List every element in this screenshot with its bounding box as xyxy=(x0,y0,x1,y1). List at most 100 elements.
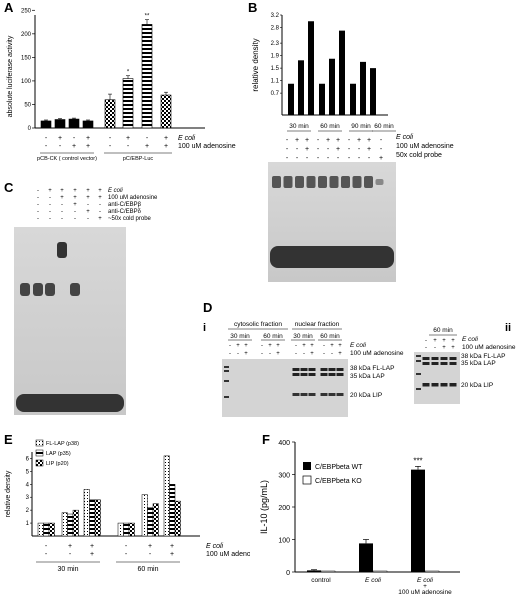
treatment-sign: - xyxy=(49,209,51,215)
treatment-sign: - xyxy=(229,343,231,349)
panel-label-c: C xyxy=(4,180,14,195)
ladder-band xyxy=(416,355,421,357)
treatment-sign: - xyxy=(317,146,320,153)
treatment-sign: - xyxy=(380,146,383,153)
treatment-sign: + xyxy=(73,188,77,194)
treatment-sign: - xyxy=(109,135,112,142)
significance-mark: * xyxy=(127,70,130,76)
treatment-sign: + xyxy=(86,143,90,150)
y-tick-label: 150 xyxy=(21,55,32,61)
y-tick-label: 250 xyxy=(21,8,32,14)
treatment-sign: - xyxy=(45,143,48,150)
band-label: 38 kDa FL-LAP xyxy=(350,365,394,372)
treatment-sign: - xyxy=(368,155,371,162)
ladder-band xyxy=(224,396,229,398)
treatment-sign: - xyxy=(358,146,361,153)
row-label: anti-C/EBPβ xyxy=(108,202,142,208)
y-tick-label: 100 xyxy=(278,538,290,545)
treatment-sign: + xyxy=(451,345,455,351)
legend-swatch xyxy=(35,449,44,457)
gel-band xyxy=(364,176,373,188)
gel-band xyxy=(318,176,327,188)
treatment-sign: - xyxy=(296,146,299,153)
y-axis-label: IL-10 (pg/mL) xyxy=(259,480,269,534)
treatment-sign: - xyxy=(327,146,330,153)
panel-label-a: A xyxy=(4,0,14,15)
treatment-sign: - xyxy=(348,155,351,162)
treatment-sign: + xyxy=(336,137,340,144)
treatment-sign: + xyxy=(305,146,309,153)
band-label: 20 kDa LIP xyxy=(350,392,382,399)
treatment-sign: + xyxy=(90,543,94,550)
panel-e-chart: 1 2 3 4 5 6 relative density FL-LAP (p38) LAP (p… xyxy=(5,439,250,573)
group-label: 60 min xyxy=(137,566,158,573)
y-axis-label: relative density xyxy=(5,470,12,517)
treatment-sign: - xyxy=(348,137,351,144)
gel-band xyxy=(33,283,43,296)
treatment-sign: + xyxy=(48,188,52,194)
gel-band xyxy=(295,176,304,188)
bar-wt xyxy=(307,570,321,572)
treatment-sign: + xyxy=(86,188,90,194)
bar xyxy=(68,118,80,129)
time-label: 60 min xyxy=(320,333,340,340)
treatment-sign: - xyxy=(49,216,51,222)
treatment-sign: - xyxy=(37,216,39,222)
treatment-sign: + xyxy=(442,345,446,351)
y-tick-label: 1.1 xyxy=(271,79,280,85)
treatment-sign: + xyxy=(73,195,77,201)
treatment-sign: - xyxy=(286,137,289,144)
free-probe-band xyxy=(16,394,124,412)
treatment-sign: - xyxy=(87,202,89,208)
treatment-sign: - xyxy=(99,209,101,215)
lip-band xyxy=(292,393,300,396)
bar xyxy=(123,522,130,537)
band-label: 35 kDa LAP xyxy=(350,373,385,380)
treatment-sign: - xyxy=(306,155,309,162)
treatment-sign: + xyxy=(60,188,64,194)
band-label: 35 kDa LAP xyxy=(461,360,496,367)
row-label: 100 uM adenosine xyxy=(108,195,158,201)
treatment-sign: - xyxy=(73,135,76,142)
treatment-sign: + xyxy=(68,543,72,550)
panel-b-chart: 0.7 1.1 1.5 1.9 2.3 2.8 3.2 relative density 30 … xyxy=(251,13,454,282)
row-label-ecoli: E coli xyxy=(206,543,224,550)
bar xyxy=(104,99,116,129)
lip-band xyxy=(449,383,457,387)
panel-label-f: F xyxy=(262,432,270,447)
bar xyxy=(54,119,66,129)
treatment-sign: - xyxy=(295,343,297,349)
panel-a-chart: absolute luciferase activity ***- + - + - + - +-… xyxy=(7,8,236,162)
lap-fl-band xyxy=(336,368,344,371)
bar xyxy=(147,507,154,537)
gel-band xyxy=(329,176,339,188)
treatment-sign: + xyxy=(58,135,62,142)
y-tick-label: 0 xyxy=(286,570,290,577)
free-probe-band xyxy=(270,246,394,268)
bar xyxy=(319,83,325,115)
y-tick-label: 400 xyxy=(278,440,290,447)
blot-background xyxy=(414,352,460,404)
treatment-sign: + xyxy=(367,146,371,153)
gel-band xyxy=(45,283,55,296)
treatment-sign: + xyxy=(72,143,76,150)
bar-wt xyxy=(411,469,425,572)
row-label-adenosine: 100 uM adenosine xyxy=(178,143,236,150)
treatment-sign: + xyxy=(170,543,174,550)
lip-band xyxy=(328,393,336,396)
row-label: E coli xyxy=(108,188,123,194)
bar xyxy=(83,489,90,537)
ladder-band xyxy=(224,366,229,368)
fraction-label: nuclear fraction xyxy=(295,321,340,328)
treatment-sign: - xyxy=(87,216,89,222)
treatment-sign: - xyxy=(286,146,289,153)
treatment-sign: - xyxy=(109,143,112,150)
treatment-sign: + xyxy=(164,143,168,150)
row-label-ecoli: E coli xyxy=(396,134,414,141)
bar xyxy=(89,499,96,537)
y-tick-label: 50 xyxy=(24,102,31,108)
treatment-sign: - xyxy=(337,155,340,162)
time-label: 60 min xyxy=(263,333,283,340)
treatment-sign: + xyxy=(268,343,272,349)
group-label: 30 min xyxy=(57,566,78,573)
